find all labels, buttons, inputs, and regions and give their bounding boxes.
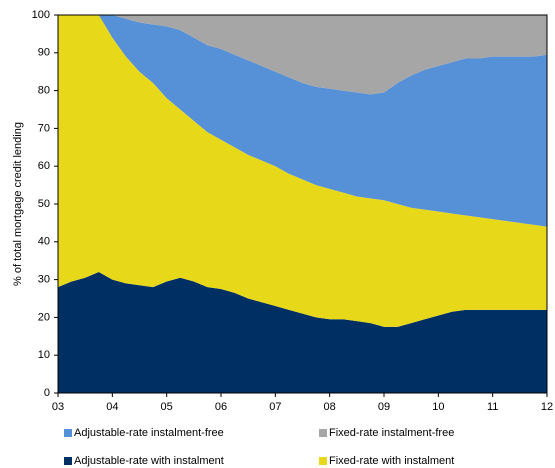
- y-tick-label: 60: [38, 160, 50, 172]
- legend-label: Fixed-rate with instalment: [329, 455, 454, 467]
- x-tick-label: 10: [432, 401, 444, 413]
- area: [58, 15, 547, 227]
- legend-label: Fixed-rate instalment-free: [329, 427, 454, 439]
- y-tick-label: 90: [38, 47, 50, 59]
- legend-swatch: [319, 429, 327, 437]
- y-tick-label: 80: [38, 85, 50, 97]
- y-tick-label: 40: [38, 236, 50, 248]
- area: [58, 272, 547, 393]
- x-tick-label: 05: [161, 401, 173, 413]
- y-tick-label: 10: [38, 349, 50, 361]
- legend-swatch: [64, 429, 72, 437]
- x-tick-label: 03: [52, 401, 64, 413]
- x-tick-label: 08: [324, 401, 336, 413]
- y-tick-label: 70: [38, 122, 50, 134]
- legend-swatch: [64, 457, 72, 465]
- x-tick-label: 11: [487, 401, 498, 413]
- y-tick-label: 100: [32, 9, 50, 21]
- y-tick-label: 50: [38, 198, 50, 210]
- x-tick-label: 07: [269, 401, 281, 413]
- y-tick-label: 0: [44, 387, 50, 399]
- y-axis-label: % of total mortgage credit lending: [12, 122, 24, 286]
- legend-label: Adjustable-rate instalment-free: [74, 427, 224, 439]
- x-tick-label: 09: [378, 401, 390, 413]
- legend-swatch: [319, 457, 327, 465]
- y-tick-label: 30: [38, 274, 50, 286]
- y-tick-label: 20: [38, 311, 50, 323]
- x-tick-label: 04: [106, 401, 118, 413]
- x-tick-label: 06: [215, 401, 227, 413]
- x-tick-label: 12: [541, 401, 553, 413]
- area: [58, 15, 547, 95]
- area: [58, 15, 547, 327]
- legend-label: Adjustable-rate with instalment: [74, 455, 224, 467]
